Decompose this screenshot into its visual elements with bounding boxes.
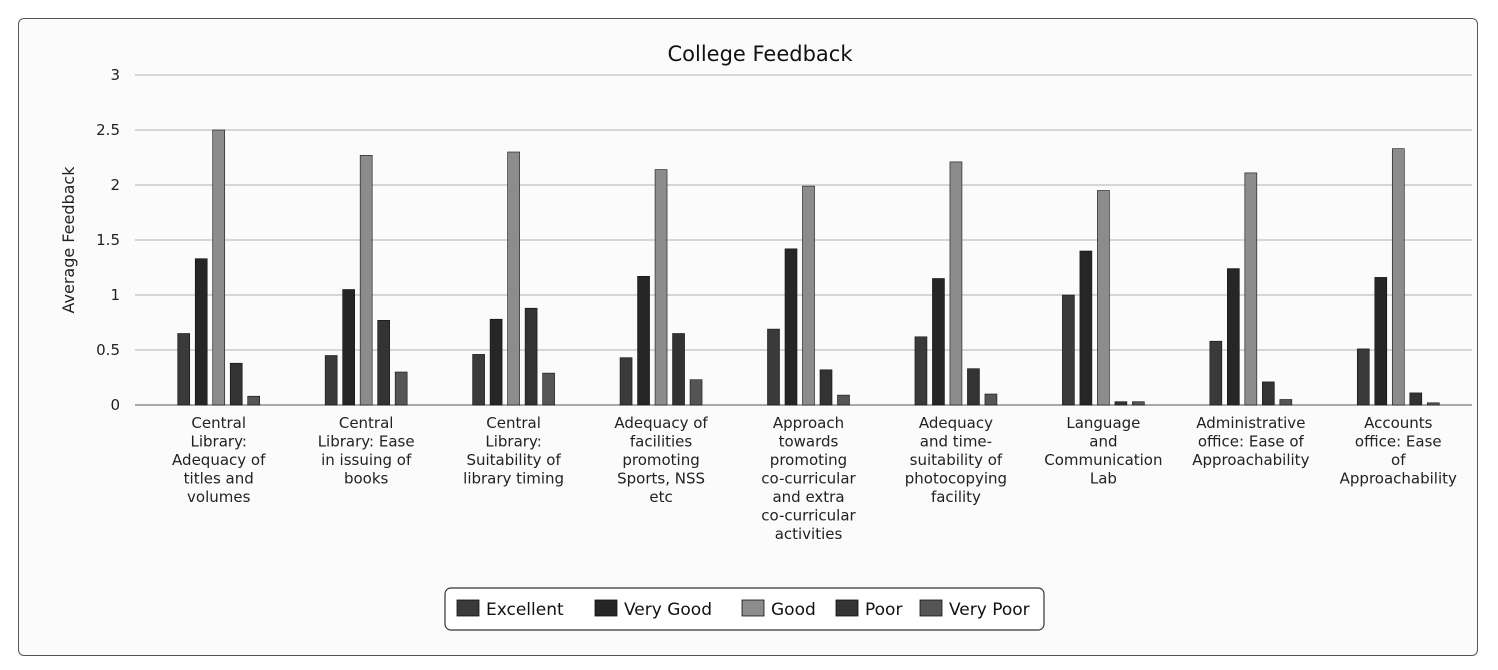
category-label: Administrative office: Ease of Approachabi… bbox=[1192, 414, 1309, 469]
bar bbox=[949, 161, 963, 406]
legend-item: Very Good bbox=[624, 600, 712, 620]
bar bbox=[542, 372, 555, 406]
bar bbox=[1209, 340, 1223, 406]
bar bbox=[359, 155, 373, 406]
bar bbox=[819, 369, 833, 406]
bar bbox=[1426, 402, 1440, 406]
bar bbox=[914, 336, 928, 406]
y-tick-label: 1.5 bbox=[96, 231, 120, 249]
y-tick-label: 0.5 bbox=[96, 341, 120, 359]
category-label: Central Library: Ease in issuing of books bbox=[318, 414, 415, 488]
bar bbox=[489, 318, 503, 406]
bar bbox=[1114, 401, 1128, 406]
y-tick-label: 3 bbox=[110, 66, 120, 84]
legend-item: Very Poor bbox=[949, 600, 1030, 620]
bar bbox=[1262, 381, 1275, 406]
bar bbox=[1356, 348, 1370, 406]
bar bbox=[1079, 250, 1093, 406]
bar bbox=[1374, 277, 1388, 406]
bars bbox=[177, 129, 1440, 406]
bar bbox=[837, 394, 850, 406]
y-tick-labels: 0 0.5 1 1.5 2 2.5 3 bbox=[96, 66, 120, 414]
bar bbox=[324, 355, 338, 406]
bar bbox=[394, 371, 408, 406]
bar bbox=[1062, 294, 1075, 406]
legend-swatch bbox=[919, 599, 943, 617]
bar bbox=[932, 278, 945, 406]
category-label: Adequacy of facilities promoting Sports, NS… bbox=[614, 414, 708, 506]
legend: Excellent Very Good Good Poor Very Poor bbox=[444, 587, 1045, 631]
legend-item: Excellent bbox=[486, 600, 564, 620]
category-label: Central Library: Suitability of library tim… bbox=[463, 414, 564, 488]
bar bbox=[967, 368, 980, 406]
legend-item: Poor bbox=[865, 600, 902, 620]
legend-swatch bbox=[594, 599, 618, 617]
category-label: Accounts office: Ease of Approachability bbox=[1340, 414, 1457, 488]
bar bbox=[212, 129, 226, 406]
legend-swatch bbox=[456, 599, 480, 617]
y-tick-label: 2 bbox=[110, 176, 120, 194]
bar bbox=[619, 357, 633, 406]
y-tick-label: 2.5 bbox=[96, 121, 120, 139]
bar bbox=[984, 393, 998, 406]
bar bbox=[1132, 401, 1145, 406]
bar bbox=[672, 333, 685, 406]
bar bbox=[247, 395, 261, 406]
bar bbox=[472, 354, 485, 406]
category-label: Language and Communication Lab bbox=[1044, 414, 1162, 488]
bar bbox=[524, 307, 538, 406]
category-labels: Central Library: Adequacy of titles and volu… bbox=[172, 414, 1457, 543]
bar bbox=[654, 169, 668, 406]
bar bbox=[1279, 399, 1293, 406]
bar bbox=[342, 289, 355, 406]
bar bbox=[767, 328, 780, 406]
bar bbox=[1409, 392, 1423, 406]
category-label: Central Library: Adequacy of titles and volu… bbox=[172, 414, 266, 506]
bar bbox=[507, 151, 520, 406]
chart-title: College Feedback bbox=[667, 42, 853, 66]
bar bbox=[177, 333, 191, 406]
y-tick-label: 1 bbox=[110, 286, 120, 304]
bar bbox=[1244, 172, 1258, 406]
bar bbox=[194, 258, 208, 406]
bar bbox=[377, 319, 390, 406]
bar bbox=[229, 362, 243, 406]
bar bbox=[802, 185, 815, 406]
category-label: Adequacy and time-suitability of photocopy… bbox=[905, 414, 1007, 506]
legend-item: Good bbox=[771, 600, 816, 620]
legend-swatch bbox=[741, 599, 765, 617]
legend-swatch bbox=[835, 599, 859, 617]
bar bbox=[784, 248, 798, 406]
bar bbox=[689, 379, 703, 406]
bar bbox=[637, 275, 650, 406]
bar bbox=[1097, 190, 1110, 406]
y-tick-label: 0 bbox=[110, 396, 120, 414]
y-axis-label: Average Feedback bbox=[59, 166, 78, 314]
bar bbox=[1227, 268, 1240, 406]
bar bbox=[1391, 148, 1405, 406]
category-label: Approach towards promoting co-curricular and… bbox=[761, 414, 856, 543]
